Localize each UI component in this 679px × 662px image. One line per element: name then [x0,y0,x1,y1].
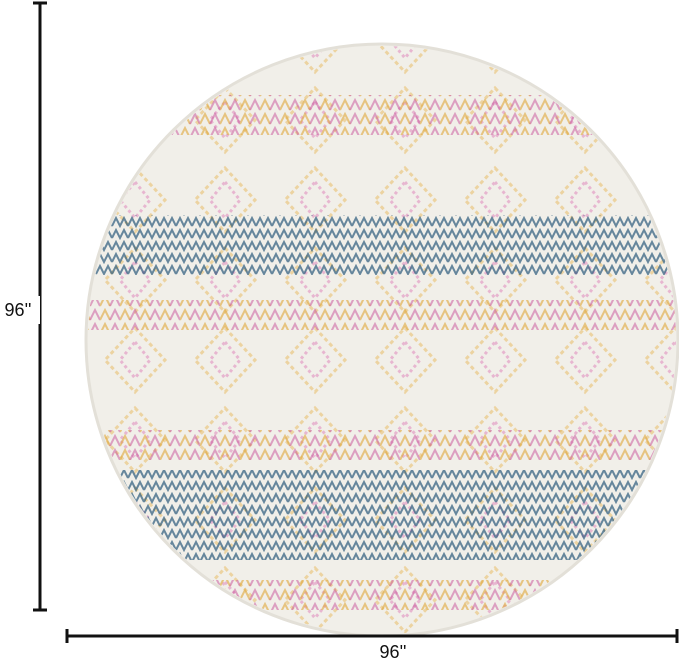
pattern-band [88,580,676,610]
rug-pattern [88,46,676,634]
width-label: 96'' [380,642,407,662]
label-bg [0,296,40,324]
pattern-band [88,470,676,560]
width-dimension: 96'' [65,629,679,662]
rug [84,42,679,638]
height-label: 96'' [5,300,32,320]
pattern-band [88,430,676,460]
height-dimension: 96'' [0,1,47,612]
pattern-band [88,215,676,275]
pattern-band [88,300,676,330]
